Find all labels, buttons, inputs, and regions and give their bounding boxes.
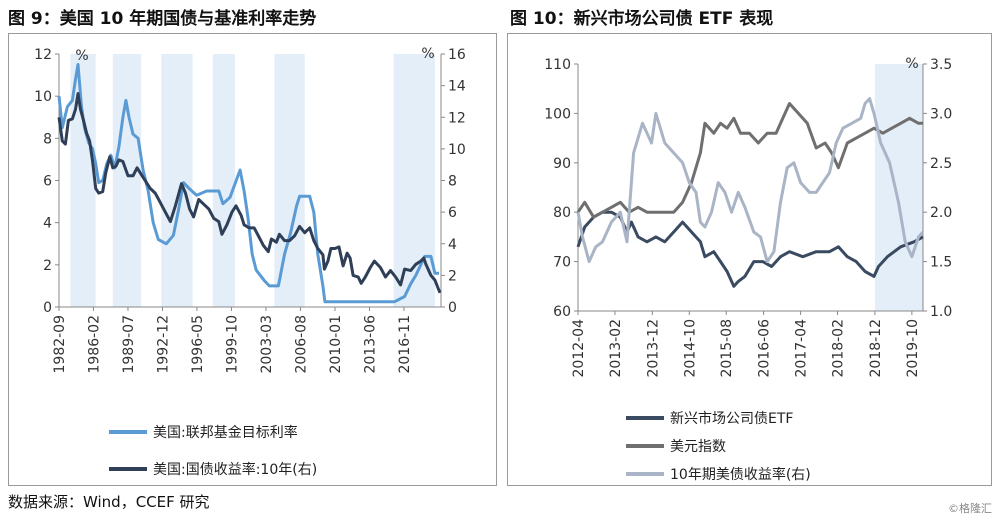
series-line	[57, 92, 442, 294]
watermark: ©格隆汇	[948, 502, 992, 515]
right-tick-label: 1.5	[930, 255, 952, 271]
x-tick-label: 1996-05	[190, 315, 206, 374]
series-line	[576, 97, 925, 264]
shaded-period	[274, 54, 305, 307]
left-tick-label: 0	[43, 300, 52, 316]
x-tick-label: 2003-03	[259, 315, 275, 374]
x-tick-label: 2016-11	[397, 315, 413, 374]
right-tick-label: 6	[448, 205, 457, 221]
x-tick-label: 2010-01	[328, 315, 344, 374]
left-tick-label: 70	[553, 255, 571, 271]
figure-10-title: 图 10：新兴市场公司债 ETF 表现	[510, 9, 774, 29]
right-tick-label: 12	[448, 110, 466, 126]
right-unit-label: %	[421, 46, 434, 62]
shaded-period	[70, 54, 96, 307]
x-tick-label: 2014-10	[682, 319, 698, 378]
legend-label: 美元指数	[670, 439, 726, 455]
x-tick-label: 2015-08	[719, 319, 735, 378]
left-tick-label: 10	[34, 89, 52, 105]
legend-label: 美国:国债收益率:10年(右)	[153, 461, 317, 478]
figure-10-chart: 60 70 80 90 100 110 1.0 1.5 2.0 2.5 3.0 3.5% 2012-04…	[544, 56, 952, 483]
x-tick-label: 2018-12	[868, 319, 884, 378]
figure-9-panel: 0 2 4 6 8 10 12 0 2 4 6 8 10 12 14 16%% 1982-09 1986-02 19…	[8, 33, 497, 486]
shaded-period	[212, 54, 236, 307]
legend-label: 10年期美债收益率(右)	[670, 466, 811, 483]
left-unit-label: %	[75, 48, 88, 64]
left-tick-label: 12	[34, 47, 52, 63]
legend-label: 新兴市场公司债ETF	[670, 410, 793, 427]
x-tick-label: 2012-04	[571, 319, 587, 378]
x-tick-label: 1986-02	[86, 315, 102, 374]
figure-10-panel: 60 70 80 90 100 110 1.0 1.5 2.0 2.5 3.0 3.5% 2012-04…	[507, 33, 992, 486]
right-tick-label: 10	[448, 142, 466, 158]
figure-9-title: 图 9：美国 10 年期国债与基准利率走势	[8, 9, 317, 29]
right-tick-label: 16	[448, 47, 466, 63]
series-line	[576, 102, 923, 219]
left-tick-label: 4	[43, 216, 52, 232]
x-tick-label: 2006-08	[293, 315, 309, 374]
data-source-note: 数据来源：Wind，CCEF 研究	[8, 493, 210, 511]
left-tick-label: 2	[43, 258, 52, 274]
left-tick-label: 8	[43, 131, 52, 147]
series-line	[576, 210, 924, 288]
x-tick-label: 1989-07	[121, 315, 137, 374]
right-tick-label: 1.0	[930, 304, 952, 320]
right-tick-label: 14	[448, 79, 466, 95]
figure-9-chart: 0 2 4 6 8 10 12 0 2 4 6 8 10 12 14 16% % 1982-09 1986-02 19…	[34, 46, 466, 478]
left-tick-label: 6	[43, 174, 52, 190]
left-tick-label: 100	[544, 106, 571, 122]
right-tick-label: 0	[448, 300, 457, 316]
x-tick-label: 2013-02	[608, 319, 624, 378]
x-tick-label: 2017-04	[794, 319, 810, 378]
x-tick-label: 1982-09	[52, 315, 68, 374]
x-tick-label: 1992-12	[156, 315, 172, 374]
legend-label: 美国:联邦基金目标利率	[153, 424, 298, 441]
x-tick-label: 2013-06	[363, 315, 379, 374]
left-tick-label: 90	[553, 156, 571, 172]
right-tick-label: 2	[448, 268, 457, 284]
left-tick-label: 60	[553, 304, 571, 320]
right-tick-label: 3.0	[930, 106, 952, 122]
right-tick-label: 2.5	[930, 156, 952, 172]
x-tick-label: 1999-10	[224, 315, 240, 374]
right-tick-label: 2.0	[930, 205, 952, 221]
x-tick-label: 2013-12	[645, 319, 661, 378]
right-tick-label: 8	[448, 174, 457, 190]
shaded-period	[112, 54, 142, 307]
x-tick-label: 2016-06	[757, 319, 773, 378]
left-tick-label: 80	[553, 205, 571, 221]
x-tick-label: 2018-02	[831, 319, 847, 378]
shaded-period	[874, 64, 923, 311]
right-unit-label: %	[905, 56, 918, 72]
right-tick-label: 4	[448, 237, 457, 253]
right-tick-label: 3.5	[930, 57, 952, 73]
left-tick-label: 110	[544, 57, 571, 73]
shaded-period	[161, 54, 193, 307]
x-tick-label: 2019-10	[905, 319, 921, 378]
